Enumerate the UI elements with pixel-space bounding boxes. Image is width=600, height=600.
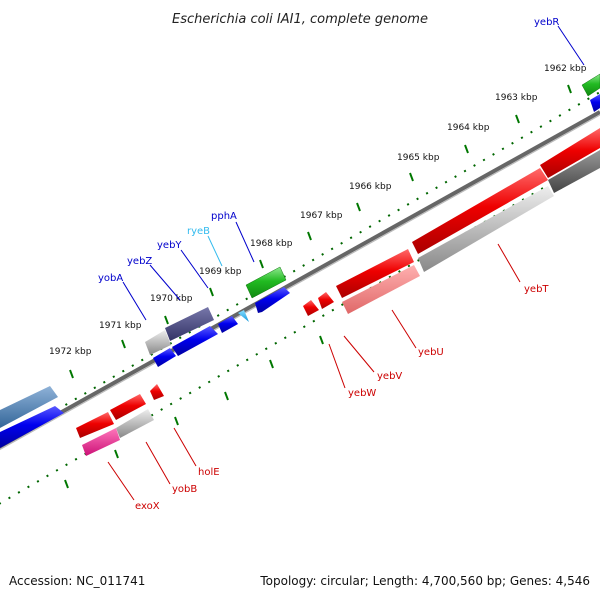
map-title: Escherichia coli IAI1, complete genome [172, 12, 428, 27]
gene-label-yebW: yebW [348, 388, 376, 399]
gene-yebR-blue[interactable] [590, 94, 600, 112]
gene-label-yebR: yebR [534, 17, 559, 28]
gene-label-yebY: yebY [157, 240, 182, 251]
gene-steel-left[interactable] [0, 386, 58, 428]
gene-blue-1968[interactable] [255, 287, 290, 313]
accession-text: Accession: NC_011741 [9, 574, 146, 588]
gene-red-right-1[interactable] [540, 128, 600, 178]
gene-exoX[interactable] [76, 412, 114, 438]
tick-label-1967: 1967 kbp [300, 211, 343, 221]
gene-yebR-green[interactable] [581, 73, 600, 97]
gene-label-yebZ: yebZ [127, 256, 152, 267]
gene-blue-1970[interactable] [172, 326, 218, 356]
tick-label-1970: 1970 kbp [150, 294, 193, 304]
major-ticks [69, 84, 572, 379]
gene-label-yebV: yebV [377, 371, 402, 382]
gene-yebU[interactable] [336, 249, 414, 298]
tick-label-1965: 1965 kbp [397, 153, 440, 163]
gene-yebW[interactable] [303, 300, 319, 316]
gene-yobA[interactable] [145, 330, 171, 355]
tick-label-1964: 1964 kbp [447, 123, 490, 133]
gene-label-yebU: yebU [418, 347, 444, 358]
gene-yobB[interactable] [110, 394, 146, 420]
gene-label-pphA: pphA [211, 211, 237, 222]
gene-pphA[interactable] [245, 266, 287, 299]
reverse-genes [76, 128, 600, 456]
gene-holE[interactable] [150, 384, 164, 400]
gene-yebV[interactable] [318, 292, 334, 309]
gene-magenta[interactable] [82, 428, 120, 456]
gene-yebZ[interactable] [165, 307, 214, 341]
gene-label-holE: holE [198, 467, 220, 478]
backbone-inner [0, 114, 600, 451]
tick-label-1972: 1972 kbp [49, 347, 92, 357]
tick-label-1968: 1968 kbp [250, 239, 293, 249]
tick-label-1963: 1963 kbp [495, 93, 538, 103]
gene-darkgrey-right[interactable] [548, 150, 600, 193]
gene-label-yobA: yobA [98, 273, 123, 284]
leader-lines [107, 25, 585, 501]
tick-label-1969: 1969 kbp [199, 267, 242, 277]
gene-label-yebT: yebT [524, 284, 549, 295]
forward-genes [0, 73, 600, 448]
gene-blue-1971[interactable] [153, 348, 176, 367]
gene-ryeB[interactable] [238, 310, 249, 322]
gene-label-ryeB: ryeB [187, 226, 210, 237]
outer-tick-ring [0, 91, 600, 445]
tick-label-1971: 1971 kbp [99, 321, 142, 331]
gene-blue-left[interactable] [0, 406, 64, 448]
tick-label-1962: 1962 kbp [544, 64, 587, 74]
backbone-outer [0, 110, 600, 449]
tick-label-1966: 1966 kbp [349, 182, 392, 192]
gene-label-exoX: exoX [135, 501, 160, 512]
gene-grey-yobB[interactable] [116, 409, 154, 438]
genome-summary-text: Topology: circular; Length: 4,700,560 bp… [260, 574, 590, 588]
gene-label-yobB: yobB [172, 484, 197, 495]
gene-pink[interactable] [342, 265, 420, 314]
gene-yebT[interactable] [412, 168, 548, 254]
gene-yebY[interactable] [218, 316, 238, 333]
gene-grey-long[interactable] [418, 186, 554, 272]
